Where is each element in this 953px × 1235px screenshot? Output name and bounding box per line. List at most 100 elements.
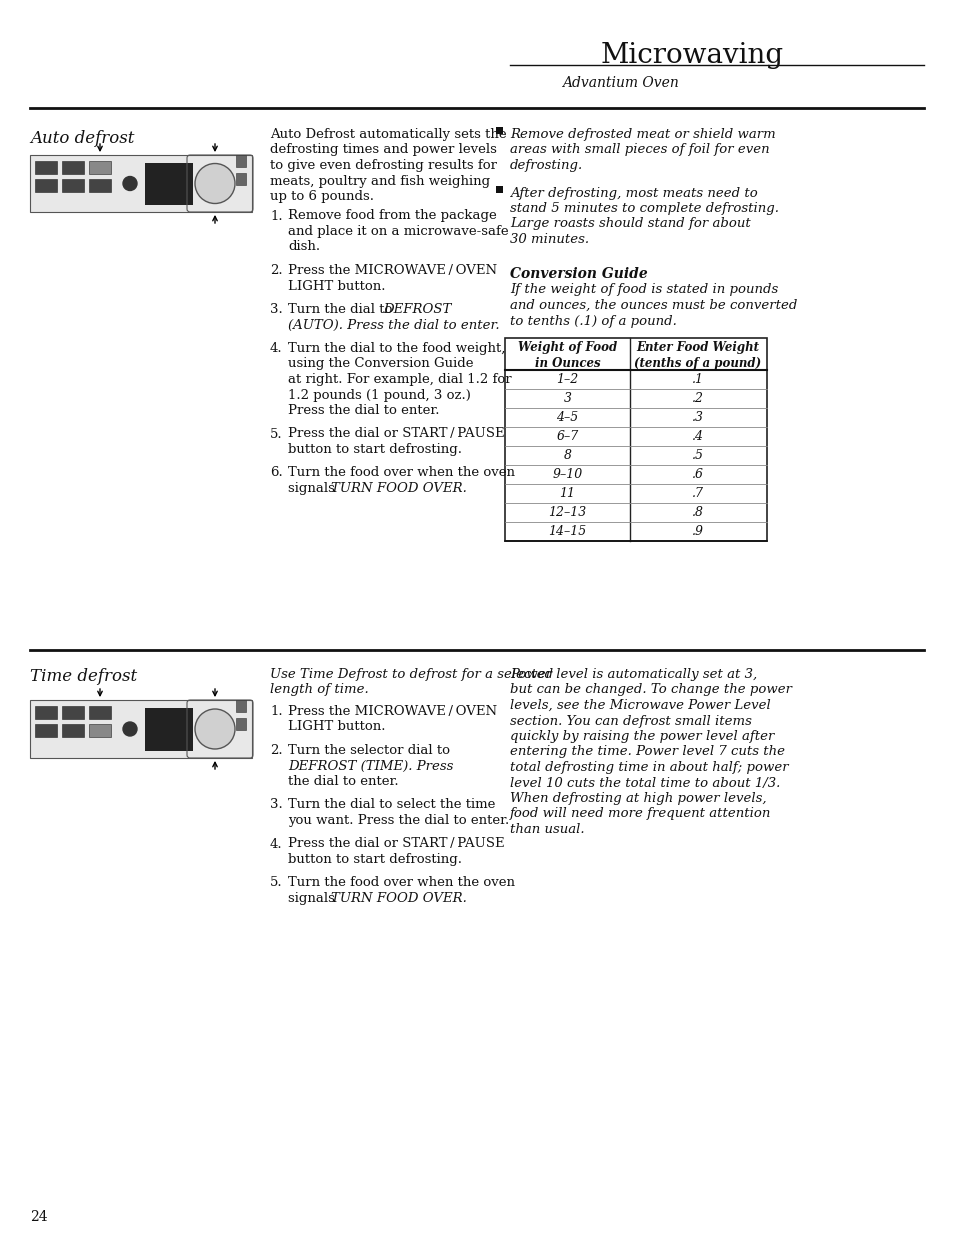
Text: After defrosting, most meats need to: After defrosting, most meats need to [510,186,757,200]
Text: DEFROST: DEFROST [382,303,451,316]
Text: 30 minutes.: 30 minutes. [510,233,589,246]
Text: Auto defrost: Auto defrost [30,130,134,147]
Text: 8: 8 [563,450,571,462]
Bar [89,724,111,737]
Text: 1.2 pounds (1 pound, 3 oz.): 1.2 pounds (1 pound, 3 oz.) [288,389,471,401]
Text: Time defrost: Time defrost [30,668,137,685]
Text: entering the time. Power level 7 cuts the: entering the time. Power level 7 cuts th… [510,746,784,758]
Text: and place it on a microwave-safe: and place it on a microwave-safe [288,225,508,238]
Text: Turn the dial to select the time: Turn the dial to select the time [288,799,495,811]
Text: 2.: 2. [270,264,282,277]
Text: 6.: 6. [270,467,282,479]
Text: Press the dial or START / PAUSE: Press the dial or START / PAUSE [288,427,504,441]
Circle shape [123,177,137,190]
Bar [35,724,57,737]
Text: .6: .6 [691,468,702,480]
Bar [62,179,84,191]
Text: Power level is automatically set at 3,: Power level is automatically set at 3, [510,668,757,680]
Bar [30,700,252,758]
Bar [504,338,766,541]
Text: the dial to enter.: the dial to enter. [288,776,398,788]
Text: Large roasts should stand for about: Large roasts should stand for about [510,217,750,231]
Bar [35,161,57,174]
Text: Turn the dial to the food weight,: Turn the dial to the food weight, [288,342,505,354]
Bar [145,708,193,751]
Text: and ounces, the ounces must be converted: and ounces, the ounces must be converted [510,299,797,312]
Text: 2.: 2. [270,743,282,757]
Text: but can be changed. To change the power: but can be changed. To change the power [510,683,791,697]
Text: Microwaving: Microwaving [599,42,782,69]
Text: Turn the selector dial to: Turn the selector dial to [288,743,450,757]
Bar [235,156,246,167]
Text: Auto Defrost automatically sets the: Auto Defrost automatically sets the [270,128,506,141]
Text: Advantium Oven: Advantium Oven [561,77,678,90]
Text: TURN FOOD OVER.: TURN FOOD OVER. [331,892,466,905]
Text: to give even defrosting results for: to give even defrosting results for [270,159,497,172]
Text: 3: 3 [563,391,571,405]
Text: .4: .4 [691,430,702,443]
Text: 4.: 4. [270,342,282,354]
Text: 9–10: 9–10 [552,468,582,480]
Text: 1.: 1. [270,210,282,222]
Circle shape [123,722,137,736]
Text: Conversion Guide: Conversion Guide [510,267,647,280]
Text: 4–5: 4–5 [556,411,578,424]
Bar [62,724,84,737]
Text: LIGHT button.: LIGHT button. [288,279,385,293]
Text: Remove defrosted meat or shield warm: Remove defrosted meat or shield warm [510,128,775,141]
Text: dish.: dish. [288,241,320,253]
Text: 4.: 4. [270,837,282,851]
Text: total defrosting time in about half; power: total defrosting time in about half; pow… [510,761,788,774]
Text: 1.: 1. [270,705,282,718]
Text: button to start defrosting.: button to start defrosting. [288,853,461,866]
Text: Press the MICROWAVE / OVEN: Press the MICROWAVE / OVEN [288,264,497,277]
Bar [235,700,246,713]
Text: (AUTO). Press the dial to enter.: (AUTO). Press the dial to enter. [288,319,499,331]
Text: 6–7: 6–7 [556,430,578,443]
Text: If the weight of food is stated in pounds: If the weight of food is stated in pound… [510,284,778,296]
Text: meats, poultry and fish weighing: meats, poultry and fish weighing [270,174,490,188]
Text: signals: signals [288,482,338,495]
Text: 5.: 5. [270,877,282,889]
Bar [496,127,502,135]
Text: TURN FOOD OVER.: TURN FOOD OVER. [331,482,466,495]
Text: levels, see the Microwave Power Level: levels, see the Microwave Power Level [510,699,770,713]
Text: Press the dial to enter.: Press the dial to enter. [288,404,439,417]
Text: .7: .7 [691,487,702,500]
Text: 11: 11 [558,487,575,500]
Text: 3.: 3. [270,799,282,811]
Text: 24: 24 [30,1210,48,1224]
Text: .2: .2 [691,391,702,405]
Text: Remove food from the package: Remove food from the package [288,210,497,222]
Text: Turn the food over when the oven: Turn the food over when the oven [288,467,515,479]
Text: using the Conversion Guide: using the Conversion Guide [288,357,473,370]
Text: areas with small pieces of foil for even: areas with small pieces of foil for even [510,143,769,157]
Text: .5: .5 [691,450,702,462]
Text: Turn the dial to: Turn the dial to [288,303,396,316]
Text: When defrosting at high power levels,: When defrosting at high power levels, [510,792,766,805]
Circle shape [194,709,234,748]
Circle shape [194,163,234,204]
Text: defrosting times and power levels: defrosting times and power levels [270,143,497,157]
Text: LIGHT button.: LIGHT button. [288,720,385,734]
Text: 3.: 3. [270,303,282,316]
Text: button to start defrosting.: button to start defrosting. [288,443,461,456]
Text: 12–13: 12–13 [548,506,586,519]
Text: quickly by raising the power level after: quickly by raising the power level after [510,730,774,743]
Text: at right. For example, dial 1.2 for: at right. For example, dial 1.2 for [288,373,511,387]
Text: 1–2: 1–2 [556,373,578,387]
Bar [30,156,252,212]
Text: defrosting.: defrosting. [510,159,582,172]
Text: Use Time Defrost to defrost for a selected: Use Time Defrost to defrost for a select… [270,668,553,680]
Text: Weight of Food
in Ounces: Weight of Food in Ounces [517,341,617,370]
Text: you want. Press the dial to enter.: you want. Press the dial to enter. [288,814,509,827]
Text: 5.: 5. [270,427,282,441]
Bar [145,163,193,205]
Text: stand 5 minutes to complete defrosting.: stand 5 minutes to complete defrosting. [510,203,779,215]
Text: .3: .3 [691,411,702,424]
Bar [62,161,84,174]
Text: Press the MICROWAVE / OVEN: Press the MICROWAVE / OVEN [288,705,497,718]
Bar [496,185,502,193]
Text: section. You can defrost small items: section. You can defrost small items [510,715,751,727]
Text: .8: .8 [691,506,702,519]
